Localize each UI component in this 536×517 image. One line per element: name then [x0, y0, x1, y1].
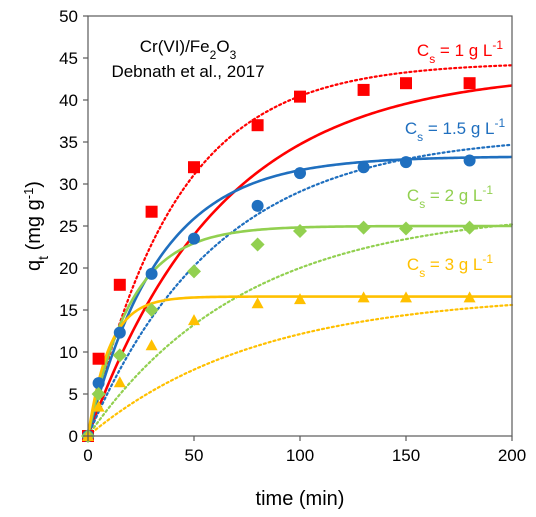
y-axis-title-unit-post: ) — [23, 181, 45, 188]
series-3-label: Cs = 3 g L-1 — [407, 252, 493, 280]
x-tick-label-4: 200 — [498, 446, 526, 465]
x-tick-label-1: 50 — [185, 446, 204, 465]
y-tick-label-9: 45 — [59, 49, 78, 68]
y-axis-title-main: q — [23, 260, 45, 271]
series-1-dotted-fit — [86, 143, 514, 438]
series-2-point-8 — [399, 221, 413, 236]
series-0-point-6 — [294, 90, 306, 103]
series-1-point-1 — [92, 377, 105, 390]
y-tick-label-6: 30 — [59, 175, 78, 194]
x-axis-title: time (min) — [256, 488, 345, 510]
y-tick-label-8: 40 — [59, 91, 78, 110]
series-2-label: Cs = 2 g L-1 — [407, 183, 493, 211]
axis-ticks: 0 50 100 150 200 0 5 10 15 20 25 30 35 40 45 50 — [59, 7, 526, 465]
series-0-point-1 — [92, 352, 105, 365]
y-tick-label-1: 5 — [69, 385, 78, 404]
y-axis-title-unit-sup: -1 — [21, 188, 36, 200]
series-3-point-4 — [188, 314, 200, 326]
y-axis-title: qt (mg g-1) — [21, 181, 52, 271]
y-tick-label-0: 0 — [69, 427, 78, 446]
series-2-point-4 — [187, 264, 201, 279]
series-2-point-1 — [91, 387, 106, 401]
series-0-point-5 — [251, 119, 264, 132]
series-labels: Cs = 1 g L-1 Cs = 1.5 g L-1 Cs = 2 g L-1 Cs… — [405, 38, 506, 280]
series-0-point-7 — [357, 83, 370, 96]
series-1-point-2 — [113, 326, 126, 339]
series-0-label: Cs = 1 g L-1 — [417, 38, 503, 66]
series-2-point-7 — [356, 220, 371, 235]
series-1-point-5 — [251, 199, 264, 212]
series-3-point-1 — [92, 400, 105, 412]
data-markers — [81, 77, 477, 443]
series-3-point-3 — [145, 339, 158, 351]
series-2-dotted-fit — [86, 223, 514, 438]
series-3-point-9 — [463, 291, 476, 303]
series-1-point-7 — [357, 161, 370, 174]
series-3-point-7 — [357, 291, 370, 303]
y-tick-label-4: 20 — [59, 259, 78, 278]
series-3-point-6 — [294, 293, 306, 305]
series-0-point-4 — [188, 161, 200, 174]
series-3-point-8 — [400, 291, 412, 303]
series-2-point-5 — [250, 237, 265, 252]
series-1-point-4 — [188, 232, 200, 245]
annotation-system: Cr(VI)/Fe2O3 — [140, 37, 237, 62]
series-0-point-8 — [400, 77, 412, 90]
y-axis-title-unit-pre: (mg g — [23, 199, 45, 256]
x-tick-label-0: 0 — [83, 446, 92, 465]
x-tick-label-2: 100 — [286, 446, 314, 465]
y-tick-label-2: 10 — [59, 343, 78, 362]
series-0-solid-fit — [86, 84, 513, 437]
series-2-point-6 — [293, 224, 307, 239]
series-2-point-2 — [112, 348, 127, 363]
series-1-point-8 — [400, 156, 412, 169]
series-1-point-6 — [294, 167, 306, 180]
series-3-point-5 — [251, 297, 264, 309]
y-tick-label-10: 50 — [59, 7, 78, 26]
annotation-reference: Debnath et al., 2017 — [111, 62, 264, 81]
y-axis-title-sub: t — [35, 256, 51, 260]
series-1-label: Cs = 1.5 g L-1 — [405, 116, 506, 144]
series-3-dotted-fit — [86, 303, 514, 438]
series-1-point-9 — [463, 154, 476, 167]
series-3-point-2 — [113, 376, 126, 388]
series-0-point-3 — [145, 205, 158, 218]
series-0-point-2 — [113, 278, 126, 291]
x-tick-label-3: 150 — [392, 446, 420, 465]
series-0-point-9 — [463, 77, 476, 90]
series-1-point-3 — [145, 267, 158, 280]
y-tick-label-7: 35 — [59, 133, 78, 152]
y-tick-label-3: 15 — [59, 301, 78, 320]
series-2-point-3 — [144, 303, 159, 317]
y-tick-label-5: 25 — [59, 217, 78, 236]
series-2-point-9 — [462, 220, 477, 235]
